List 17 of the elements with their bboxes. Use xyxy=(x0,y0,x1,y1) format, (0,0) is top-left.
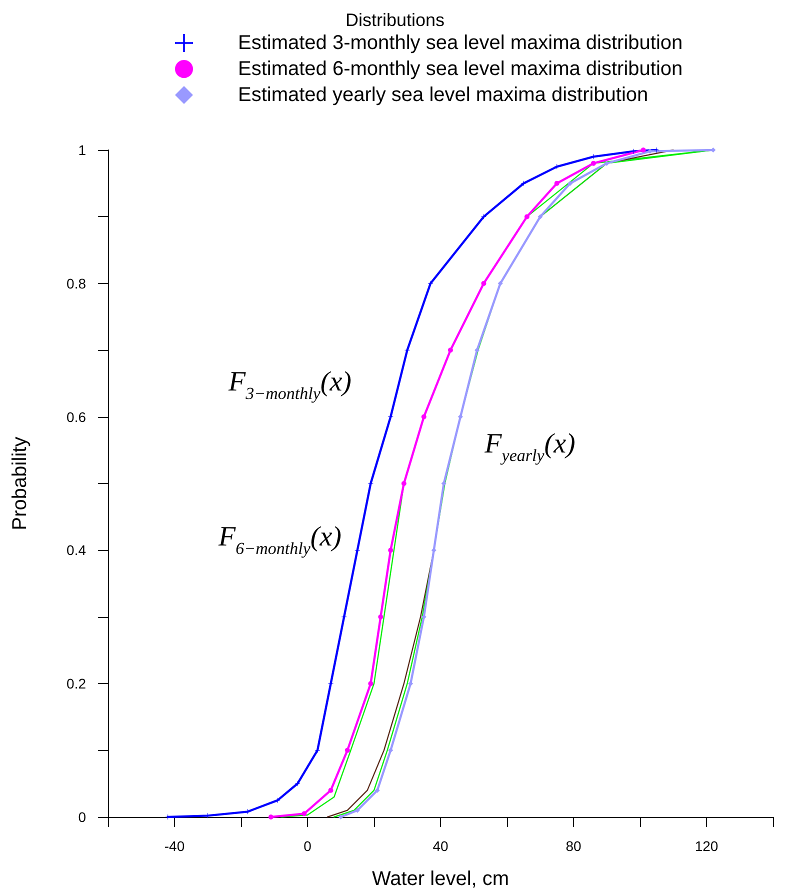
x-tick-label: 0 xyxy=(304,838,312,854)
y-axis-title: Probability xyxy=(9,436,31,530)
y-tick-label: 1 xyxy=(78,142,86,158)
legend-label: Estimated 6-monthly sea level maxima distribution xyxy=(238,58,683,80)
y-tick-label: 0.8 xyxy=(66,275,86,292)
y-tick-label: 0.6 xyxy=(66,408,86,425)
y-tick-label: 0.2 xyxy=(66,676,86,692)
legend-label: Estimated 3-monthly sea level maxima distribution xyxy=(238,32,683,54)
x-tick-label: -40 xyxy=(164,838,185,854)
x-tick-label: 120 xyxy=(694,838,718,854)
x-axis-title: Water level, cm xyxy=(372,868,510,890)
x-tick-label: 80 xyxy=(566,838,582,854)
legend-label: Estimated yearly sea level maxima distribution xyxy=(238,84,648,106)
y-tick-label: 0 xyxy=(78,809,86,825)
legend-title: Distributions xyxy=(345,10,445,30)
y-tick-label: 0.4 xyxy=(66,542,86,558)
x-tick-label: 40 xyxy=(432,838,448,854)
